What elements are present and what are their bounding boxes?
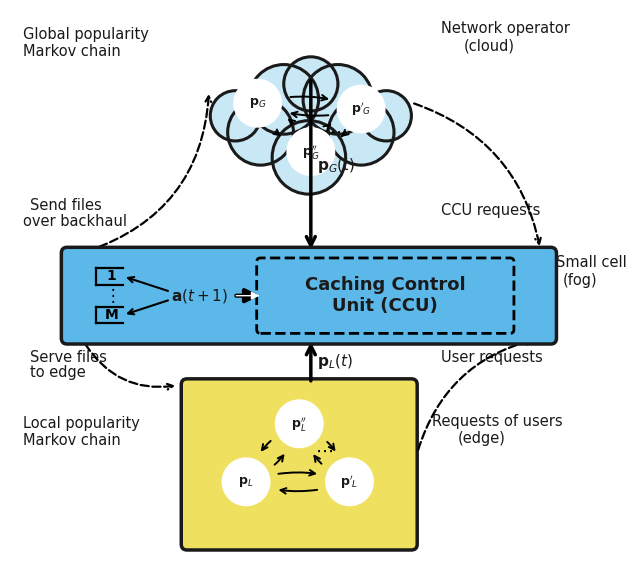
Text: Requests of users: Requests of users — [432, 414, 563, 428]
Circle shape — [211, 91, 260, 141]
Text: Small cell: Small cell — [556, 255, 627, 271]
Text: Local popularity: Local popularity — [22, 416, 140, 431]
Text: CCU requests: CCU requests — [442, 203, 541, 218]
Text: over backhaul: over backhaul — [22, 214, 127, 229]
Text: 1: 1 — [107, 269, 116, 283]
Text: Caching Control
Unit (CCU): Caching Control Unit (CCU) — [305, 276, 466, 315]
Text: $\mathbf{p}_L(t)$: $\mathbf{p}_L(t)$ — [317, 352, 353, 371]
Text: $\mathbf{p}'_L$: $\mathbf{p}'_L$ — [340, 473, 358, 491]
Text: (cloud): (cloud) — [463, 38, 515, 53]
Text: to edge: to edge — [30, 366, 86, 380]
Text: $\mathbf{p}'_G$: $\mathbf{p}'_G$ — [351, 100, 371, 118]
Text: User requests: User requests — [442, 350, 543, 365]
Text: (edge): (edge) — [458, 431, 506, 446]
Text: $\mathbf{p}_G(t)$: $\mathbf{p}_G(t)$ — [317, 156, 355, 174]
Text: $\cdots$: $\cdots$ — [316, 442, 333, 460]
Text: M: M — [105, 308, 118, 322]
Circle shape — [284, 57, 338, 111]
Text: $\mathbf{p}_G$: $\mathbf{p}_G$ — [249, 96, 266, 110]
Text: $\mathbf{a}(t+1)$: $\mathbf{a}(t+1)$ — [171, 287, 228, 305]
FancyBboxPatch shape — [61, 247, 556, 344]
Circle shape — [328, 100, 394, 165]
Circle shape — [276, 400, 323, 447]
Circle shape — [272, 121, 346, 194]
Text: $\mathbf{p}^{\prime\prime}_G$: $\mathbf{p}^{\prime\prime}_G$ — [302, 142, 319, 161]
Text: Serve files: Serve files — [30, 350, 108, 365]
Circle shape — [287, 128, 334, 175]
Circle shape — [249, 65, 319, 134]
Circle shape — [223, 459, 269, 505]
Circle shape — [228, 100, 293, 165]
Text: Send files: Send files — [30, 198, 102, 213]
Circle shape — [361, 91, 412, 141]
Text: $\vdots$: $\vdots$ — [104, 286, 115, 305]
Circle shape — [303, 65, 372, 134]
Circle shape — [326, 459, 372, 505]
FancyBboxPatch shape — [181, 379, 417, 550]
Circle shape — [234, 80, 281, 126]
Text: Global popularity: Global popularity — [22, 27, 148, 42]
Circle shape — [338, 86, 385, 132]
Text: Markov chain: Markov chain — [22, 44, 120, 59]
Text: Markov chain: Markov chain — [22, 433, 120, 448]
Text: $\mathbf{p}_L$: $\mathbf{p}_L$ — [238, 475, 253, 489]
Text: (fog): (fog) — [563, 273, 597, 288]
Text: $\mathbf{p}^{\prime\prime}_L$: $\mathbf{p}^{\prime\prime}_L$ — [291, 415, 307, 433]
Text: Network operator: Network operator — [442, 21, 570, 36]
Text: $\cdots$: $\cdots$ — [329, 123, 347, 141]
